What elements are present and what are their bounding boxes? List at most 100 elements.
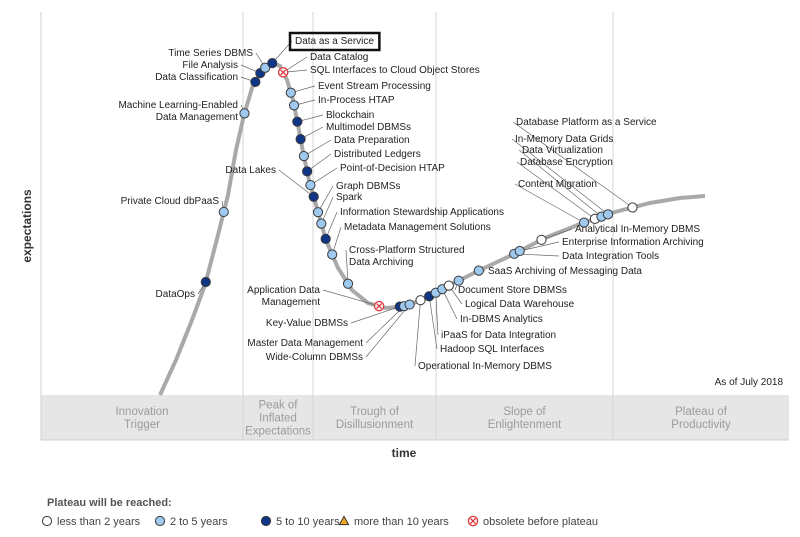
label-line: Data as a Service: [295, 36, 374, 47]
label-in-dbms-analytics: In-DBMS Analytics: [460, 314, 543, 325]
leader-hadoop-sql-interfaces: [428, 296, 438, 350]
point-data-as-a-service: [267, 58, 278, 69]
highlight-box: [288, 31, 381, 52]
label-private-cloud-dbpaas: Private Cloud dbPaaS: [121, 196, 220, 207]
leader-content-migration: [514, 183, 585, 223]
label-blockchain: Blockchain: [326, 110, 374, 121]
point-graph-dbmss: [312, 207, 324, 218]
leader-wide-column-dbmss: [365, 304, 410, 358]
legend-label: obsolete before plateau: [483, 516, 598, 528]
leader-ipaas-for-data-integration: [435, 292, 439, 336]
point-database-platform-as-a-service: [627, 202, 638, 213]
technology-labels: DataOps Private Cloud dbPaaS Machine Learn…: [118, 31, 704, 372]
phase-label: Innovation: [115, 406, 168, 418]
legend-marker-5to10: [260, 515, 272, 527]
label-line: iPaaS for Data Integration: [441, 330, 556, 341]
point-operational-in-memory-dbms: [415, 295, 426, 306]
legend-label: 5 to 10 years: [276, 516, 340, 528]
point-cross-platform-structured-data-archiving: [342, 278, 354, 289]
leader-in-dbms-analytics: [441, 289, 458, 320]
label-data-virtualization: Data Virtualization: [522, 145, 603, 156]
point-private-cloud-dbpaas: [218, 206, 229, 218]
phase-dividers: [40, 12, 789, 441]
as-of-note: As of July 2018: [715, 377, 784, 388]
point-metadata-management-solutions: [327, 249, 338, 260]
label-master-data-management: Master Data Management: [247, 338, 363, 349]
label-line: Data Preparation: [334, 135, 410, 146]
point-application-data-management-cross: [376, 303, 383, 310]
label-line: Master Data Management: [247, 338, 363, 349]
label-line: Cross-Platform Structured: [349, 245, 465, 256]
label-metadata-management-solutions: Metadata Management Solutions: [344, 222, 491, 233]
label-data-lakes: Data Lakes: [225, 165, 276, 176]
point-saas-archiving-of-messaging-data: [473, 265, 484, 276]
leader-database-encryption: [516, 161, 596, 220]
label-line: DataOps: [156, 289, 195, 300]
label-ipaas-for-data-integration: iPaaS for Data Integration: [441, 330, 556, 341]
legend-marker-gt10: [338, 515, 350, 526]
leader-key-value-dbmss: [350, 306, 400, 324]
phase-label: Trigger: [124, 419, 160, 431]
y-axis-label: expectations: [20, 189, 34, 263]
label-line: Data Management: [156, 112, 238, 123]
point-logical-data-warehouse: [443, 280, 454, 291]
point-dataops: [200, 276, 211, 288]
leader-database-platform-as-a-service: [512, 121, 633, 208]
label-point-of-decision-htap: Point-of-Decision HTAP: [340, 163, 445, 174]
label-document-store-dbmss: Document Store DBMSs: [458, 285, 567, 296]
x-axis-label: time: [392, 446, 417, 460]
label-line: Logical Data Warehouse: [465, 299, 575, 310]
label-line: SQL Interfaces to Cloud Object Stores: [310, 65, 480, 76]
leader-enterprise-information-archiving: [519, 241, 560, 252]
label-line: Analytical In-Memory DBMS: [575, 224, 700, 235]
point-multimodel-dbmss: [295, 133, 306, 145]
point-spark: [316, 218, 327, 229]
label-saas-archiving-of-messaging-data: SaaS Archiving of Messaging Data: [488, 266, 642, 277]
label-in-memory-data-grids: In-Memory Data Grids: [515, 134, 613, 145]
point-content-migration: [578, 217, 590, 228]
label-file-analysis: File Analysis: [182, 60, 238, 71]
leader-point-of-decision-htap: [310, 167, 338, 186]
point-time-series-dbms: [260, 62, 271, 73]
phase-label: Peak of: [259, 400, 299, 412]
point-sql-interfaces-to-cloud-object-stores: [277, 67, 289, 78]
label-line: Management: [262, 297, 321, 308]
label-line: Key-Value DBMSs: [266, 318, 348, 329]
label-logical-data-warehouse: Logical Data Warehouse: [465, 299, 575, 310]
leader-operational-in-memory-dbms: [414, 300, 421, 367]
label-line: Spark: [336, 192, 363, 203]
label-line: Blockchain: [326, 110, 374, 121]
label-line: Hadoop SQL Interfaces: [440, 344, 544, 355]
label-data-preparation: Data Preparation: [334, 135, 410, 146]
label-data-integration-tools: Data Integration Tools: [562, 251, 659, 262]
point-data-lakes: [308, 191, 319, 202]
label-line: In-DBMS Analytics: [460, 314, 543, 325]
point-data-classification: [250, 76, 261, 88]
legend-label: less than 2 years: [57, 516, 141, 528]
label-line: Multimodel DBMSs: [326, 122, 411, 133]
leader-cross-platform-structured-data-archiving: [345, 249, 349, 284]
point-in-process-htap: [288, 100, 300, 111]
phase-label: Expectations: [245, 426, 311, 438]
label-line: Event Stream Processing: [318, 81, 431, 92]
label-line: Operational In-Memory DBMS: [418, 361, 552, 372]
label-distributed-ledgers: Distributed Ledgers: [334, 149, 421, 160]
phase-label: Enlightenment: [488, 419, 562, 431]
label-dataops: DataOps: [156, 289, 195, 300]
label-line: Data Catalog: [310, 52, 368, 63]
label-database-encryption: Database Encryption: [520, 157, 613, 168]
label-line: Document Store DBMSs: [458, 285, 567, 296]
leader-master-data-management: [365, 305, 405, 344]
label-multimodel-dbmss: Multimodel DBMSs: [326, 122, 411, 133]
phase-band-rect: [41, 395, 789, 440]
leader-data-virtualization: [518, 149, 602, 217]
label-wide-column-dbmss: Wide-Column DBMSs: [266, 352, 363, 363]
phase-label: Productivity: [671, 419, 731, 431]
label-line: Data Classification: [155, 72, 238, 83]
label-graph-dbmss: Graph DBMSs: [336, 181, 400, 192]
label-cross-platform-structured-data-archiving: Cross-Platform Structured Data Archiving: [349, 245, 465, 268]
label-line: Wide-Column DBMSs: [266, 352, 363, 363]
label-sql-interfaces-to-cloud-object-stores: SQL Interfaces to Cloud Object Stores: [310, 65, 480, 76]
point-application-data-management: [373, 300, 385, 312]
